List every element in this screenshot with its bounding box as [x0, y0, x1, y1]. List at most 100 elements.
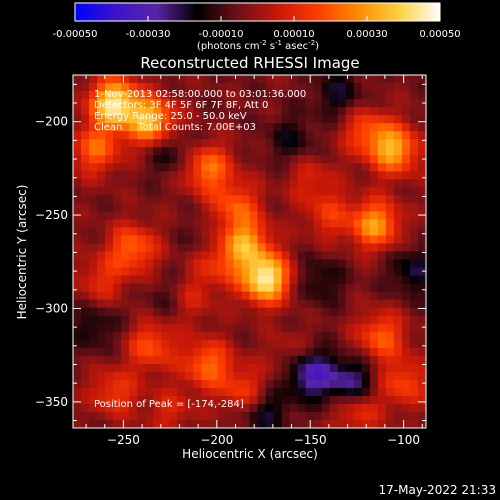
heatmap-cell — [169, 275, 178, 284]
heatmap-cell — [345, 411, 355, 421]
heatmap-cell — [241, 323, 250, 333]
heatmap-cell — [81, 195, 90, 204]
heatmap-cell — [393, 339, 403, 349]
x-tick-label: −200 — [200, 433, 233, 447]
heatmap-cell — [297, 115, 307, 124]
heatmap-cell — [121, 371, 130, 381]
heatmap-cell — [137, 251, 146, 260]
heatmap-cell — [225, 291, 234, 301]
heatmap-cell — [209, 307, 218, 317]
heatmap-cell — [353, 283, 363, 293]
heatmap-cell — [105, 243, 114, 252]
heatmap-cell — [217, 363, 226, 373]
heatmap-cell — [265, 331, 274, 341]
heatmap-cell — [241, 203, 250, 212]
heatmap-cell — [113, 259, 122, 268]
heatmap-cell — [113, 171, 122, 180]
heatmap-cell — [177, 387, 186, 397]
heatmap-cell — [153, 75, 162, 84]
heatmap-cell — [97, 347, 106, 357]
heatmap-cell — [217, 387, 226, 397]
heatmap-cell — [241, 347, 250, 357]
heatmap-cell — [113, 163, 122, 172]
heatmap-cell — [209, 283, 218, 293]
heatmap-cell — [177, 363, 186, 373]
heatmap-cell — [89, 291, 98, 301]
heatmap-cell — [185, 235, 194, 244]
heatmap-cell — [137, 259, 146, 268]
heatmap-cell — [345, 155, 355, 164]
heatmap-cell — [145, 75, 154, 84]
heatmap-cell — [161, 139, 170, 148]
heatmap-cell — [121, 299, 130, 309]
heatmap-cell — [89, 387, 98, 397]
heatmap-cell — [257, 107, 266, 116]
heatmap-cell — [305, 91, 315, 100]
heatmap-cell — [321, 419, 331, 428]
heatmap-cell — [353, 99, 363, 108]
heatmap-cell — [297, 291, 307, 301]
heatmap-cell — [409, 355, 419, 365]
heatmap-cell — [169, 419, 178, 428]
heatmap-cell — [81, 387, 90, 397]
heatmap-cell — [265, 211, 274, 220]
heatmap-cell — [161, 411, 170, 421]
heatmap-cell — [225, 99, 234, 108]
heatmap-cell — [409, 363, 419, 373]
heatmap-cell — [257, 331, 266, 341]
heatmap-cell — [401, 411, 411, 421]
heatmap-cell — [233, 155, 242, 164]
heatmap-cell — [113, 83, 122, 92]
heatmap-cell — [297, 163, 307, 172]
heatmap-cell — [249, 251, 258, 260]
heatmap-cell — [153, 307, 162, 317]
heatmap-cell — [177, 211, 186, 220]
heatmap-cell — [257, 259, 266, 268]
heatmap-cell — [233, 299, 242, 309]
colorbar-tick-label: 0.00030 — [346, 29, 387, 40]
heatmap-cell — [353, 299, 363, 309]
heatmap-cell — [209, 267, 218, 276]
heatmap-cell — [73, 179, 82, 188]
heatmap-cell — [353, 291, 363, 301]
heatmap-cell — [209, 155, 218, 164]
heatmap-cell — [161, 147, 170, 156]
heatmap-cell — [177, 139, 186, 148]
heatmap-cell — [73, 227, 82, 236]
heatmap-cell — [257, 411, 266, 421]
heatmap-cell — [401, 339, 411, 349]
heatmap-cell — [193, 187, 202, 196]
heatmap-cell — [97, 179, 106, 188]
heatmap-cell — [97, 227, 106, 236]
heatmap-cell — [185, 211, 194, 220]
heatmap-cell — [233, 171, 242, 180]
heatmap-cell — [273, 403, 282, 413]
heatmap-cell — [305, 115, 315, 124]
heatmap-cell — [297, 195, 307, 204]
heatmap-cell — [297, 379, 307, 389]
heatmap-cell — [225, 107, 234, 116]
heatmap-cell — [217, 75, 226, 84]
heatmap-cell — [121, 115, 130, 124]
heatmap-cell — [233, 419, 242, 428]
heatmap-cell — [329, 227, 339, 236]
heatmap-cell — [377, 275, 387, 284]
heatmap-cell — [169, 379, 178, 389]
heatmap-cell — [193, 171, 202, 180]
heatmap-cell — [321, 227, 331, 236]
heatmap-cell — [273, 339, 282, 349]
heatmap-cell — [417, 363, 426, 373]
heatmap-cell — [281, 203, 291, 212]
heatmap-cell — [153, 363, 162, 373]
heatmap-cell — [89, 99, 98, 108]
heatmap-cell — [193, 227, 202, 236]
heatmap-cell — [169, 195, 178, 204]
heatmap-cell — [105, 203, 114, 212]
heatmap-cell — [385, 395, 395, 405]
heatmap-cell — [409, 283, 419, 293]
heatmap-cell — [121, 363, 130, 373]
heatmap-cell — [73, 99, 82, 108]
heatmap-cell — [297, 227, 307, 236]
heatmap-cell — [169, 323, 178, 333]
heatmap-cell — [417, 315, 426, 325]
